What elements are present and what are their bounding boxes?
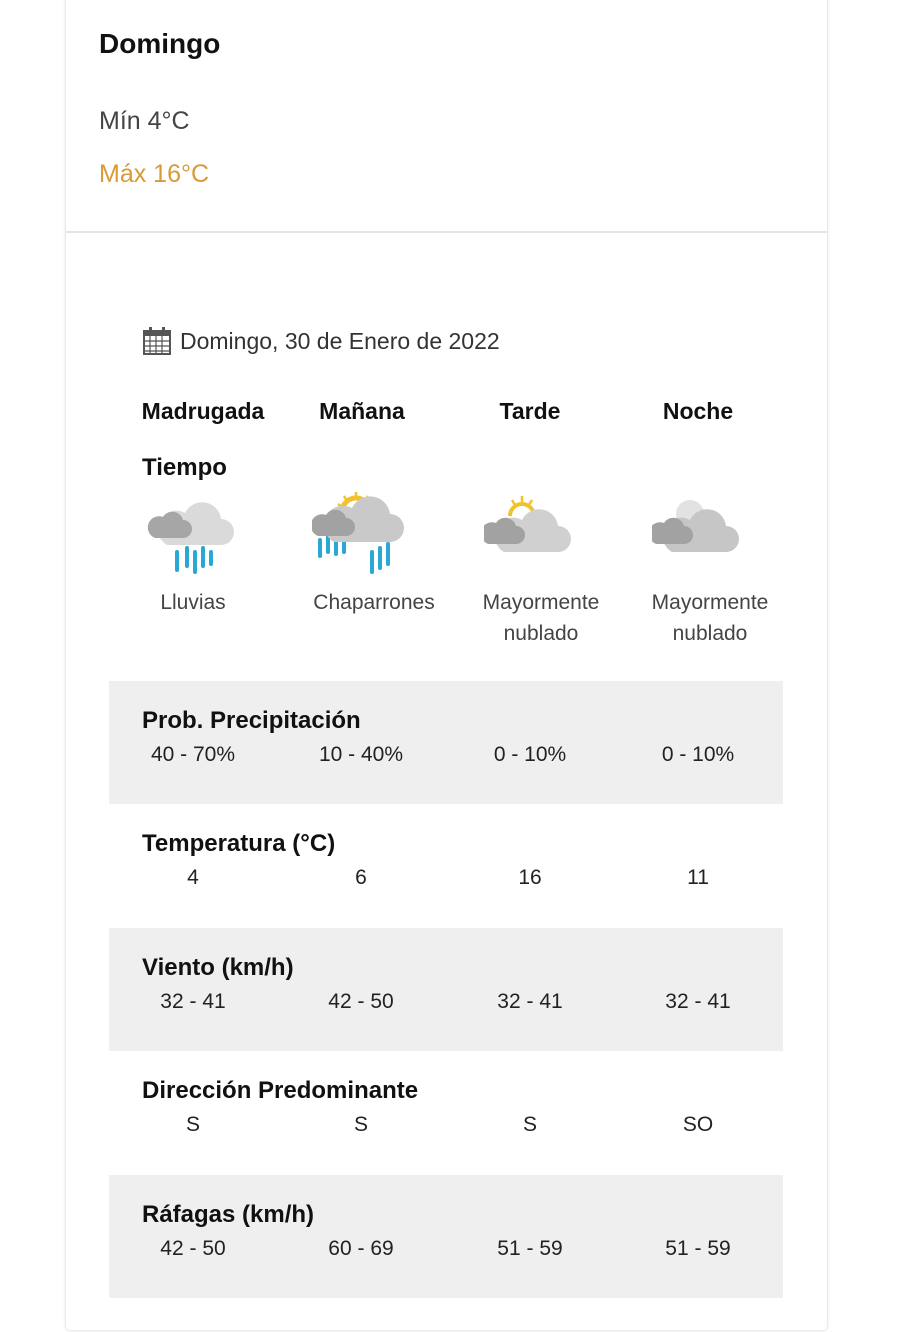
forecast-row: Ráfagas (km/h) 42 - 50 60 - 69 51 - 59 51 - …: [109, 1175, 783, 1298]
row-label: Ráfagas (km/h): [142, 1201, 315, 1228]
row-value: 0 - 10%: [661, 743, 735, 766]
calendar-icon: [143, 327, 171, 355]
weather-desc: Mayormente nublado: [482, 591, 600, 645]
row-value: S: [353, 1113, 369, 1136]
rain-cloud-icon: [147, 502, 234, 574]
row-label: Dirección Predominante: [142, 1077, 419, 1104]
row-value: 4: [187, 866, 199, 889]
row-label: Temperatura (°C): [142, 830, 336, 857]
row-value: 32 - 41: [665, 990, 731, 1013]
row-value: 42 - 50: [328, 990, 394, 1013]
row-value: S: [185, 1113, 201, 1136]
forecast-row: Dirección Predominante S S S SO: [109, 1051, 783, 1174]
period-noche: Noche: [662, 398, 734, 424]
row-value: 10 - 40%: [318, 743, 404, 766]
row-value: 6: [355, 866, 367, 889]
row-label: Viento (km/h): [142, 954, 294, 981]
row-value: 32 - 41: [497, 990, 563, 1013]
row-value: 51 - 59: [497, 1237, 563, 1260]
min-temp: Mín 4°C: [99, 107, 190, 135]
forecast-row: Temperatura (°C) 4 6 16 11: [109, 804, 783, 927]
period-tarde: Tarde: [499, 398, 561, 424]
period-madrugada: Madrugada: [141, 398, 265, 424]
mostly-cloudy-night-icon: [652, 500, 739, 552]
row-value: 42 - 50: [160, 1237, 226, 1260]
row-label: Prob. Precipitación: [142, 707, 361, 734]
row-value: 40 - 70%: [150, 743, 236, 766]
forecast-row: Prob. Precipitación 40 - 70% 10 - 40% 0 - 1…: [109, 681, 783, 804]
row-value: S: [522, 1113, 538, 1136]
date-text: Domingo, 30 de Enero de 2022: [180, 327, 500, 354]
row-value: 51 - 59: [665, 1237, 731, 1260]
row-value: 60 - 69: [328, 1237, 394, 1260]
row-value: 11: [687, 866, 709, 889]
row-value: SO: [682, 1113, 714, 1136]
max-temp: Máx 16°C: [99, 160, 210, 188]
row-value: 16: [518, 866, 542, 889]
sun-showers-icon: [312, 492, 404, 574]
period-manana: Mañana: [319, 398, 405, 424]
forecast-card: [66, 0, 827, 1330]
date-header: Domingo, 30 de Enero de 2022: [142, 326, 500, 356]
day-title: Domingo: [99, 28, 221, 59]
row-value: 0 - 10%: [493, 743, 567, 766]
weather-desc: Chaparrones: [313, 591, 435, 614]
weather-desc: Mayormente nublado: [651, 591, 769, 645]
forecast-row: Viento (km/h) 32 - 41 42 - 50 32 - 41 32 - 4…: [109, 928, 783, 1051]
divider: [66, 231, 827, 233]
mostly-cloudy-day-icon: [484, 496, 571, 552]
tiempo-label: Tiempo: [142, 454, 227, 481]
row-value: 32 - 41: [160, 990, 226, 1013]
weather-desc: Lluvias: [160, 591, 226, 614]
